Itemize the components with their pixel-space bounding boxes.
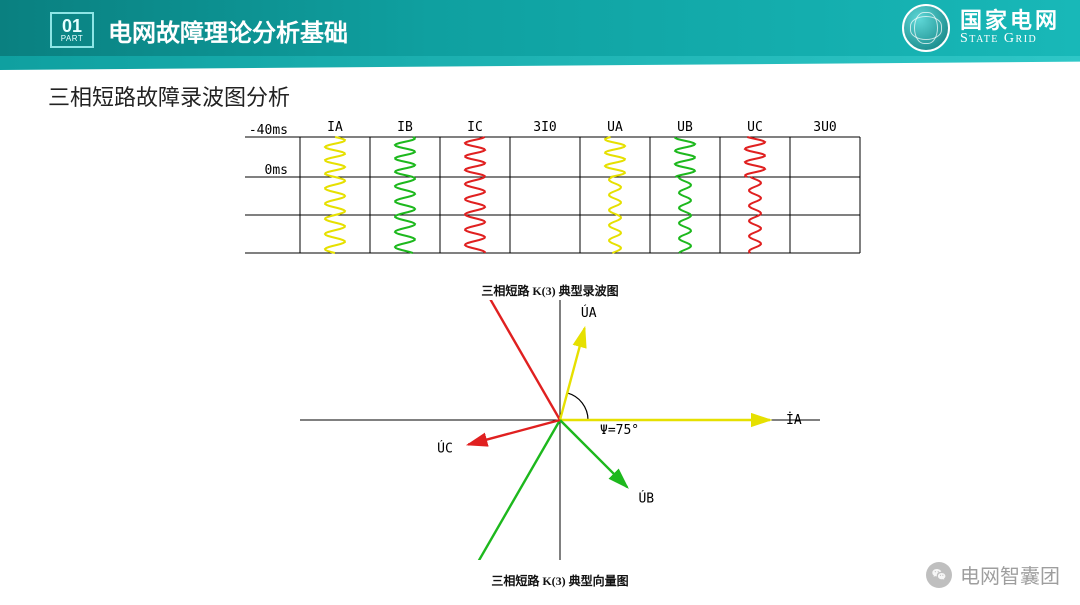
svg-text:UC: UC [747, 120, 763, 135]
globe-icon [902, 4, 950, 52]
svg-text:UB: UB [677, 120, 693, 135]
svg-text:ÚC: ÚC [437, 441, 453, 457]
brand-en: State Grid [960, 32, 1060, 47]
header-title: 电网故障理论分析基础 [108, 13, 348, 48]
svg-text:IA: IA [327, 120, 343, 135]
watermark-text: 电网智囊团 [960, 560, 1060, 589]
svg-text:IB: IB [397, 120, 413, 135]
svg-text:İA: İA [786, 412, 802, 428]
svg-text:UA: UA [607, 120, 623, 135]
svg-text:3I0: 3I0 [533, 120, 556, 135]
page-subtitle: 三相短路故障录波图分析 [48, 80, 290, 112]
part-number: 01 [62, 17, 82, 35]
waveform-svg: -40ms 0ms IA IB IC 3I0 UA UB UC 3U0 [230, 115, 870, 285]
brand-text: 国家电网 State Grid [960, 9, 1060, 47]
brand-block: 国家电网 State Grid [902, 4, 1060, 52]
wechat-icon [926, 562, 952, 588]
svg-text:IC: IC [467, 120, 483, 135]
svg-text:Ψ=75°: Ψ=75° [600, 423, 639, 438]
svg-text:0ms: 0ms [265, 163, 288, 178]
part-badge: 01 PART [50, 12, 94, 48]
phasor-caption: 三相短路 K(3) 典型向量图 [280, 572, 840, 589]
waveform-panel: -40ms 0ms IA IB IC 3I0 UA UB UC 3U0 [230, 115, 870, 285]
slide-header: 01 PART 电网故障理论分析基础 国家电网 State Grid [0, 0, 1080, 60]
svg-text:ÚB: ÚB [638, 490, 654, 506]
svg-text:ÚA: ÚA [581, 305, 597, 321]
phasor-panel: Ψ=75°İAİBİCÚAÚBÚC [280, 300, 840, 560]
phasor-svg: Ψ=75°İAİBİCÚAÚBÚC [280, 300, 840, 560]
part-label: PART [61, 35, 84, 43]
brand-cn: 国家电网 [960, 9, 1060, 32]
svg-text:-40ms: -40ms [249, 123, 288, 138]
waveform-caption: 三相短路 K(3) 典型录波图 [230, 282, 870, 299]
svg-text:3U0: 3U0 [813, 120, 836, 135]
watermark: 电网智囊团 [926, 560, 1060, 589]
